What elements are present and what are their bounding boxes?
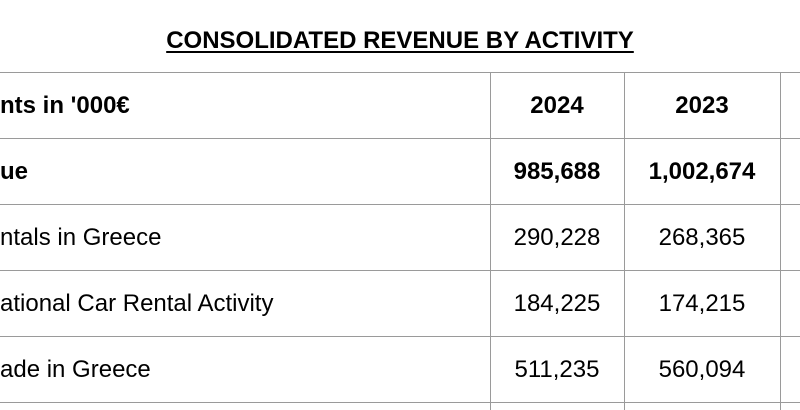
row-value-2024: 985,688 [513,157,601,185]
table-row: ational Car Rental Activity 184,225 174,… [0,270,800,336]
row-value-2023: 1,002,674 [648,157,756,185]
row-value-2024: 290,228 [513,223,601,251]
row-value-2023: 560,094 [658,355,746,383]
table-title-text: CONSOLIDATED REVENUE BY ACTIVITY [166,27,634,54]
header-label: nts in '000€ [0,91,130,119]
row-label: ade in Greece [0,355,151,383]
header-2023: 2023 [675,91,729,119]
row-label-cell: ntals in Greece [0,205,490,270]
row-value-2023: 174,215 [658,289,746,317]
row-label: ational Car Rental Activity [0,289,274,317]
header-2024: 2024 [530,91,584,119]
row-label-cell: ue [0,139,490,204]
table-header-row: nts in '000€ 2024 2023 [0,72,800,138]
column-divider [624,72,625,410]
table-row: ade in Greece 511,235 560,094 [0,336,800,402]
column-divider [490,72,491,410]
row-label-cell: ational Car Rental Activity [0,271,490,336]
row-label: ntals in Greece [0,223,162,251]
revenue-table: nts in '000€ 2024 2023 ue 985,688 1,002,… [0,72,800,410]
table-row-total: ue 985,688 1,002,674 [0,138,800,204]
row-value-2024: 184,225 [513,289,601,317]
row-value-2023: 268,365 [658,223,746,251]
column-divider [780,72,781,410]
row-label-cell: ade in Greece [0,337,490,402]
table-title: CONSOLIDATED REVENUE BY ACTIVITY [0,24,800,58]
table-row: ntals in Greece 290,228 268,365 [0,204,800,270]
row-value-2024: 511,235 [514,355,600,383]
header-label-cell: nts in '000€ [0,73,490,138]
row-label: ue [0,157,29,185]
table-bottom-border [0,402,800,403]
